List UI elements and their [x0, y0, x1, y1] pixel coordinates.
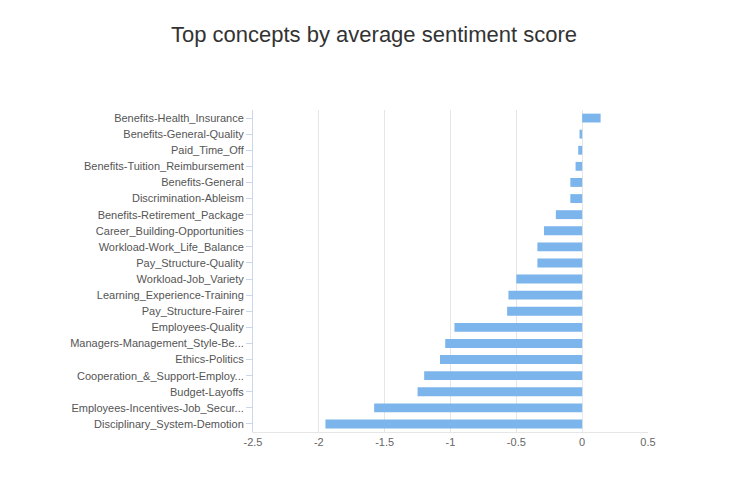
svg-text:Employees-Incentives-Job_Secur: Employees-Incentives-Job_Secur... — [71, 402, 243, 414]
svg-text:Benefits-General: Benefits-General — [161, 176, 244, 188]
svg-text:Ethics-Politics: Ethics-Politics — [175, 353, 244, 365]
svg-text:Cooperation_&_Support-Employ..: Cooperation_&_Support-Employ... — [77, 370, 244, 382]
svg-text:Paid_Time_Off: Paid_Time_Off — [171, 144, 245, 156]
svg-text:Employees-Quality: Employees-Quality — [151, 321, 244, 333]
svg-text:Learning_Experience-Training: Learning_Experience-Training — [97, 289, 244, 301]
svg-text:Career_Building-Opportunities: Career_Building-Opportunities — [96, 225, 244, 237]
svg-text:-2.5: -2.5 — [244, 436, 263, 448]
svg-text:Pay_Structure-Quality: Pay_Structure-Quality — [136, 257, 244, 269]
svg-text:0: 0 — [579, 436, 585, 448]
svg-text:Top concepts by average sentim: Top concepts by average sentiment score — [171, 22, 577, 47]
svg-text:Pay_Structure-Fairer: Pay_Structure-Fairer — [142, 305, 244, 317]
svg-text:Benefits-Tuition_Reimbursement: Benefits-Tuition_Reimbursement — [84, 160, 244, 172]
svg-text:Benefits-Health_Insurance: Benefits-Health_Insurance — [114, 112, 244, 124]
svg-text:-0.5: -0.5 — [507, 436, 526, 448]
svg-text:-2: -2 — [314, 436, 324, 448]
svg-text:-1: -1 — [446, 436, 456, 448]
svg-text:Workload-Work_Life_Balance: Workload-Work_Life_Balance — [99, 241, 244, 253]
svg-text:Benefits-General-Quality: Benefits-General-Quality — [123, 128, 244, 140]
svg-text:Budget-Layoffs: Budget-Layoffs — [170, 386, 244, 398]
svg-text:Disciplinary_System-Demotion: Disciplinary_System-Demotion — [94, 418, 244, 430]
svg-text:Managers-Management_Style-Be..: Managers-Management_Style-Be... — [70, 337, 244, 349]
svg-text:Benefits-Retirement_Package: Benefits-Retirement_Package — [98, 209, 244, 221]
svg-text:0.5: 0.5 — [640, 436, 655, 448]
svg-text:Discrimination-Ableism: Discrimination-Ableism — [132, 192, 244, 204]
svg-text:Workload-Job_Variety: Workload-Job_Variety — [137, 273, 245, 285]
svg-text:-1.5: -1.5 — [375, 436, 394, 448]
